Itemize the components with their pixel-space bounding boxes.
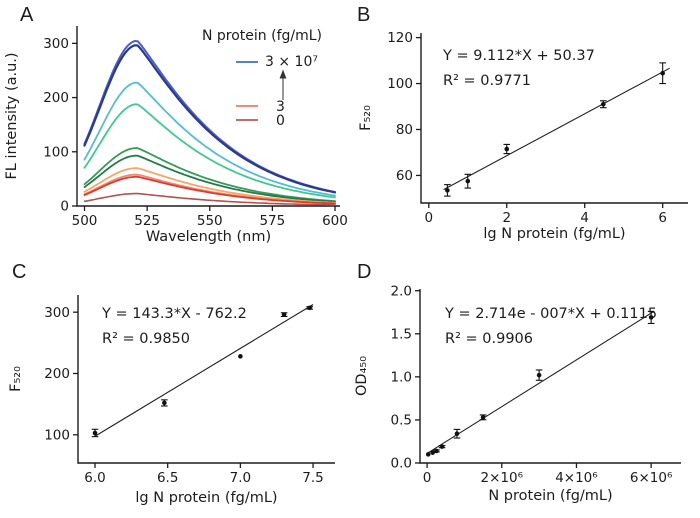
data-point [439,444,445,449]
x-tick-label: 550 [197,213,223,229]
spectrum-curve [83,103,336,199]
data-point [660,70,665,76]
panel-c-scatter-chart: 6.0 6.5 7.0 7.5 100 200 300 lg N protein (fg/mL… [8,295,335,506]
spectrum-curve [83,147,336,203]
y-axis-title: OD₄₅₀ [354,356,370,396]
data-point [281,312,287,317]
y-tick-label: 1.5 [391,326,412,342]
data-point [307,305,313,311]
data-point [238,354,243,359]
x-tick-label: 6 [658,210,667,226]
fit-line [427,310,655,454]
y-tick-label: 100 [44,427,70,443]
panel-label-a: A [20,4,34,26]
y-tick-label: 0 [60,199,69,215]
y-tick-label: 100 [387,76,413,92]
panel-a: A 500 525 550 575 600 0 100 200 300 Wavelength (n… [0,0,350,255]
axes [77,295,335,464]
legend-entry-label: 3 [276,99,285,115]
y-tick-label: 300 [44,305,70,321]
spectrum-curve [83,175,336,205]
y-tick-label: 200 [44,366,70,382]
panel-d: D 0 2×10⁶ 4×10⁶ 6×10⁶ 0.0 0.5 1.0 1.5 2.0 N prote… [350,255,700,518]
spectrum-curve [83,44,337,194]
fit-equation: Y = 9.112*X + 50.37 [442,48,595,64]
fit-equation: Y = 143.3*X - 762.2 [101,306,247,322]
x-tick-label: 600 [322,213,348,229]
x-tick-label: 500 [72,213,98,229]
x-tick-label: 7.5 [302,470,323,486]
x-axis-title: N protein (fg/mL) [488,488,612,504]
spectrum-curve [83,167,336,204]
x-axis-title: Wavelength (nm) [146,229,271,245]
data-point [648,315,654,320]
y-tick-label: 0.5 [391,413,412,429]
fit-line [94,304,314,437]
x-tick-label: 0 [424,210,433,226]
panel-label-b: B [357,4,371,26]
legend-title: N protein (fg/mL) [202,28,322,44]
panel-label-d: D [357,261,372,283]
x-tick-label: 7.0 [230,470,251,486]
data-point [92,430,98,436]
x-tick-label: 2×10⁶ [481,470,524,486]
panel-label-c: C [12,261,27,283]
data-point [504,146,510,152]
spectrum-curve [83,81,336,197]
spectrum-curve [83,192,336,206]
arrow-head-icon [279,69,287,79]
data-point [601,101,606,107]
x-axis-title: lg N protein (fg/mL) [483,226,625,242]
fit-equation: Y = 2.714e - 007*X + 0.1115 [444,306,657,322]
legend-entry-label: 0 [276,113,285,129]
panel-a-spectra-chart: 500 525 550 575 600 0 100 200 300 Wavelength (nm)… [4,26,348,245]
y-axis-title: FL intensity (a.u.) [4,52,20,179]
x-tick-label: 575 [259,213,285,229]
data-point [434,448,439,454]
x-tick-label: 525 [134,213,160,229]
data-point [454,431,460,437]
y-tick-label: 2.0 [391,283,412,299]
panel-c: C 6.0 6.5 7.0 7.5 100 200 300 lg N protein (fg/… [0,255,350,518]
y-tick-label: 120 [387,30,413,46]
y-tick-label: 300 [43,36,69,52]
y-tick-label: 1.0 [391,369,412,385]
y-tick-label: 60 [396,168,413,184]
spectrum-curve [83,154,336,203]
data-point [536,372,542,378]
data-point [465,178,471,184]
axes [420,33,688,204]
x-axis-title: lg N protein (fg/mL) [135,490,277,506]
data-point [425,452,431,457]
y-tick-label: 0.0 [391,456,412,472]
data-point [445,188,450,193]
x-tick-label: 0 [423,470,432,486]
y-tick-label: 80 [396,122,413,138]
fit-line [443,67,670,191]
x-tick-label: 6.5 [157,470,178,486]
x-tick-label: 4×10⁶ [555,470,598,486]
x-tick-label: 6×10⁶ [630,470,673,486]
panel-d-scatter-chart: 0 2×10⁶ 4×10⁶ 6×10⁶ 0.0 0.5 1.0 1.5 2.0 N protein… [354,283,681,504]
y-tick-label: 200 [43,90,69,106]
legend-entry-label: 3 × 10⁷ [265,54,318,70]
r-squared: R² = 0.9906 [445,331,533,347]
r-squared: R² = 0.9850 [102,331,190,347]
x-tick-label: 6.0 [84,470,105,486]
x-tick-label: 4 [580,210,589,226]
y-tick-label: 100 [43,144,69,160]
data-point [162,400,167,406]
x-tick-label: 2 [502,210,511,226]
data-point [480,415,486,420]
y-axis-title: F₅₂₀ [8,366,24,392]
panel-b: B 0 2 4 6 60 80 100 120 lg N protein (fg/mL) F₅₂₀… [350,0,700,255]
y-axis-title: F₅₂₀ [358,105,374,131]
panel-b-scatter-chart: 0 2 4 6 60 80 100 120 lg N protein (fg/mL) F₅₂₀ Y … [358,30,688,242]
r-squared: R² = 0.9771 [443,73,531,89]
